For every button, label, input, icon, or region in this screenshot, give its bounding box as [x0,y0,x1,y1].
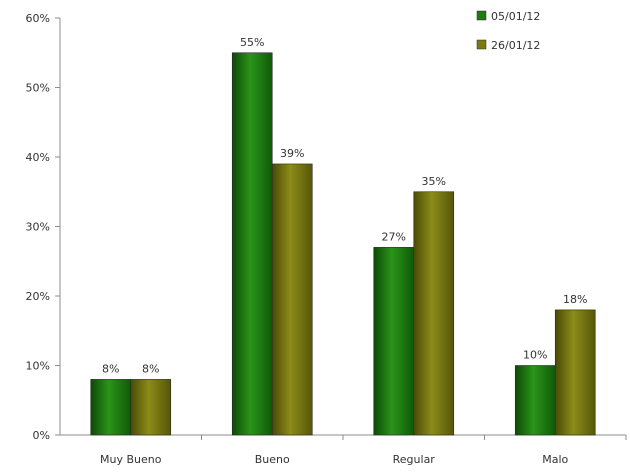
x-axis: Muy Bueno Bueno Regular Malo [60,434,627,466]
x-tick-label: Regular [393,453,436,466]
data-label: 8% [102,362,119,375]
bar-1-0 [130,379,172,436]
bar-1-3 [554,309,596,436]
y-tick-label: 50% [26,82,50,95]
legend-swatch-1 [476,39,487,50]
bar-1-1 [271,163,313,436]
data-label: 10% [523,349,547,362]
y-tick-label: 60% [26,12,50,25]
bar-1-2 [413,191,455,436]
data-label: 39% [280,147,304,160]
data-label: 35% [422,175,446,188]
data-label: 27% [382,230,406,243]
data-label: 8% [142,362,159,375]
legend-swatch-0 [476,10,487,21]
bar-0-2 [373,247,415,436]
data-label: 18% [563,293,587,306]
bars [90,52,596,436]
x-tick-label: Malo [542,453,568,466]
bar-0-3 [514,365,556,436]
legend: 05/01/12 26/01/12 [476,10,540,52]
data-label: 55% [240,36,264,49]
legend-label-0: 05/01/12 [491,10,540,23]
y-tick-label: 20% [26,290,50,303]
data-labels: 8% 8% 55% 39% 27% 35% 10% 18% [102,36,587,376]
x-tick-label: Bueno [255,453,290,466]
y-tick-label: 40% [26,151,50,164]
bar-0-0 [90,379,132,436]
legend-label-1: 26/01/12 [491,39,540,52]
x-tick-label: Muy Bueno [100,453,162,466]
y-tick-label: 0% [33,429,50,442]
y-tick-label: 30% [26,221,50,234]
y-axis: 0% 10% 20% 30% 40% 50% 60% [26,12,61,442]
y-tick-label: 10% [26,360,50,373]
bar-0-1 [231,52,273,436]
